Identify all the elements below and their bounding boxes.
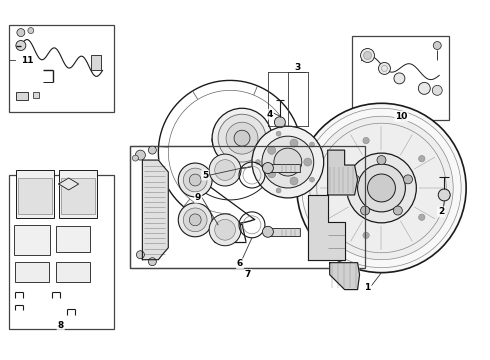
Circle shape <box>148 146 156 154</box>
Circle shape <box>346 153 416 223</box>
Polygon shape <box>59 178 78 190</box>
Bar <box>130 146 365 268</box>
Circle shape <box>274 148 302 176</box>
Bar <box>61 178 95 214</box>
Text: 10: 10 <box>395 112 408 121</box>
Circle shape <box>328 185 335 191</box>
Circle shape <box>255 159 261 165</box>
Circle shape <box>28 28 34 33</box>
Circle shape <box>404 175 413 184</box>
Text: 11: 11 <box>21 56 33 65</box>
Circle shape <box>363 232 369 239</box>
Circle shape <box>350 175 360 184</box>
Circle shape <box>310 142 315 147</box>
Circle shape <box>276 188 281 193</box>
Circle shape <box>393 206 402 215</box>
Polygon shape <box>328 150 358 195</box>
Circle shape <box>290 177 298 185</box>
Circle shape <box>438 189 450 201</box>
Circle shape <box>234 130 250 146</box>
Circle shape <box>363 138 369 144</box>
Circle shape <box>304 158 312 166</box>
Bar <box>268 164 300 172</box>
Circle shape <box>290 139 298 147</box>
Circle shape <box>364 51 371 59</box>
Bar <box>18 178 52 214</box>
Circle shape <box>274 117 285 128</box>
Circle shape <box>262 136 314 188</box>
Text: 9: 9 <box>195 193 201 202</box>
Bar <box>15 262 49 282</box>
Circle shape <box>433 41 441 50</box>
Circle shape <box>16 41 26 50</box>
Text: 8: 8 <box>58 321 64 330</box>
Bar <box>16 170 54 218</box>
Text: 5: 5 <box>202 171 208 180</box>
Bar <box>56 262 90 282</box>
Polygon shape <box>143 160 168 260</box>
Circle shape <box>263 226 273 237</box>
Circle shape <box>418 82 430 94</box>
Polygon shape <box>330 263 360 289</box>
Circle shape <box>17 28 25 37</box>
Circle shape <box>418 156 425 162</box>
Circle shape <box>252 126 324 198</box>
Circle shape <box>394 73 405 84</box>
Bar <box>14 225 50 255</box>
Bar <box>33 92 39 98</box>
Circle shape <box>218 114 266 162</box>
Circle shape <box>310 116 453 260</box>
Text: 2: 2 <box>438 207 444 216</box>
Circle shape <box>183 208 207 232</box>
Circle shape <box>276 131 281 136</box>
Circle shape <box>136 251 145 259</box>
Text: 6: 6 <box>237 259 243 268</box>
Circle shape <box>132 155 138 161</box>
Bar <box>16 92 28 100</box>
Circle shape <box>178 163 212 197</box>
Circle shape <box>361 49 374 62</box>
Circle shape <box>368 174 395 202</box>
Circle shape <box>209 154 241 186</box>
Bar <box>59 170 97 218</box>
Circle shape <box>268 147 276 154</box>
Circle shape <box>358 164 405 212</box>
Bar <box>268 228 300 236</box>
Bar <box>352 36 449 120</box>
Circle shape <box>209 214 241 246</box>
Circle shape <box>212 108 272 168</box>
Circle shape <box>310 177 315 182</box>
Text: 3: 3 <box>294 63 301 72</box>
Text: 7: 7 <box>245 270 251 279</box>
Bar <box>56 226 90 252</box>
Circle shape <box>215 160 235 180</box>
Circle shape <box>377 156 386 165</box>
Text: 1: 1 <box>365 283 370 292</box>
Circle shape <box>268 170 276 178</box>
Bar <box>91 55 100 71</box>
Circle shape <box>432 85 442 95</box>
Circle shape <box>135 150 146 160</box>
Circle shape <box>361 206 369 215</box>
Circle shape <box>297 103 466 273</box>
Circle shape <box>226 122 258 154</box>
Circle shape <box>189 174 201 186</box>
Polygon shape <box>308 195 344 260</box>
Circle shape <box>178 203 212 237</box>
Bar <box>9 175 114 329</box>
Text: 4: 4 <box>267 110 273 119</box>
Circle shape <box>148 258 156 266</box>
Circle shape <box>183 168 207 192</box>
Circle shape <box>263 163 273 174</box>
Circle shape <box>215 220 235 240</box>
Circle shape <box>418 214 425 220</box>
Circle shape <box>189 214 201 226</box>
Circle shape <box>378 62 391 75</box>
Bar <box>9 24 114 112</box>
Bar <box>130 146 365 268</box>
